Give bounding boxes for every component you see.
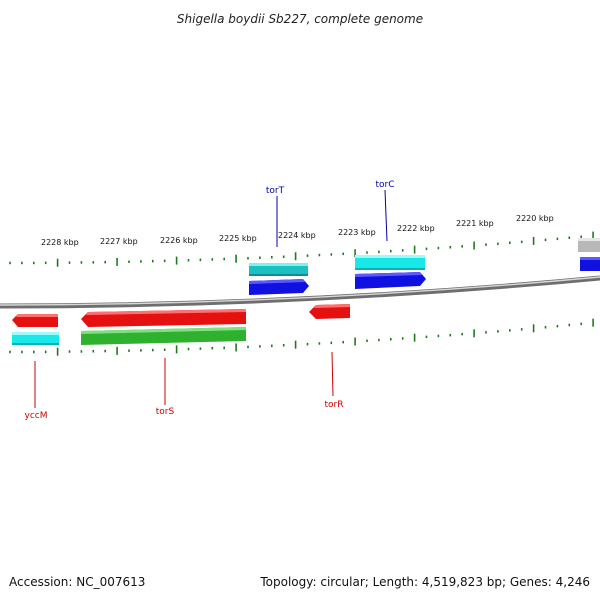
- gene-torS-green-block[interactable]: [81, 327, 246, 345]
- gene-edge-grey-block[interactable]: [578, 238, 600, 252]
- gene-torS-red-arrow[interactable]: [81, 309, 246, 327]
- kbp-label-2220: 2220 kbp: [516, 214, 554, 223]
- gene-torT-cyan-block[interactable]: [249, 263, 308, 276]
- kbp-label-2225: 2225 kbp: [219, 234, 257, 243]
- gene-label-torR[interactable]: torR: [325, 400, 344, 410]
- lower-tick-track: [9, 318, 594, 356]
- gene-label-torT[interactable]: torT: [266, 186, 285, 196]
- gene-label-torC[interactable]: torC: [375, 180, 394, 190]
- kbp-label-2223: 2223 kbp: [338, 228, 376, 237]
- gene-torT-blue-arrow[interactable]: [249, 279, 309, 295]
- gene-yccM-cyan-block[interactable]: [12, 332, 59, 345]
- gene-torR-red-arrow[interactable]: [309, 304, 350, 319]
- gene-label-torS[interactable]: torS: [156, 407, 175, 417]
- gene-torC-blue-arrow[interactable]: [355, 272, 426, 289]
- genome-backbone-highlight: [0, 276, 600, 306]
- kbp-label-2226: 2226 kbp: [160, 236, 198, 245]
- genome-backbone: [0, 275, 600, 309]
- gene-edge-blue-block[interactable]: [580, 257, 600, 271]
- gene-label-yccM[interactable]: yccM: [25, 411, 48, 421]
- map-title: Shigella boydii Sb227, complete genome: [177, 12, 423, 26]
- gene-torC-cyan-block[interactable]: [355, 255, 425, 270]
- leader-torR: [331, 351, 334, 397]
- accession-text: Accession: NC_007613: [9, 575, 146, 589]
- leader-torC: [384, 189, 388, 242]
- kbp-label-2221: 2221 kbp: [456, 219, 494, 228]
- gene-yccM-red-arrow[interactable]: [12, 314, 58, 327]
- kbp-label-2227: 2227 kbp: [100, 237, 138, 246]
- summary-text: Topology: circular; Length: 4,519,823 bp…: [260, 575, 590, 589]
- kbp-label-2224: 2224 kbp: [278, 231, 316, 240]
- kbp-label-2222: 2222 kbp: [397, 224, 435, 233]
- upper-tick-track: [9, 231, 594, 267]
- kbp-label-2228: 2228 kbp: [41, 238, 79, 247]
